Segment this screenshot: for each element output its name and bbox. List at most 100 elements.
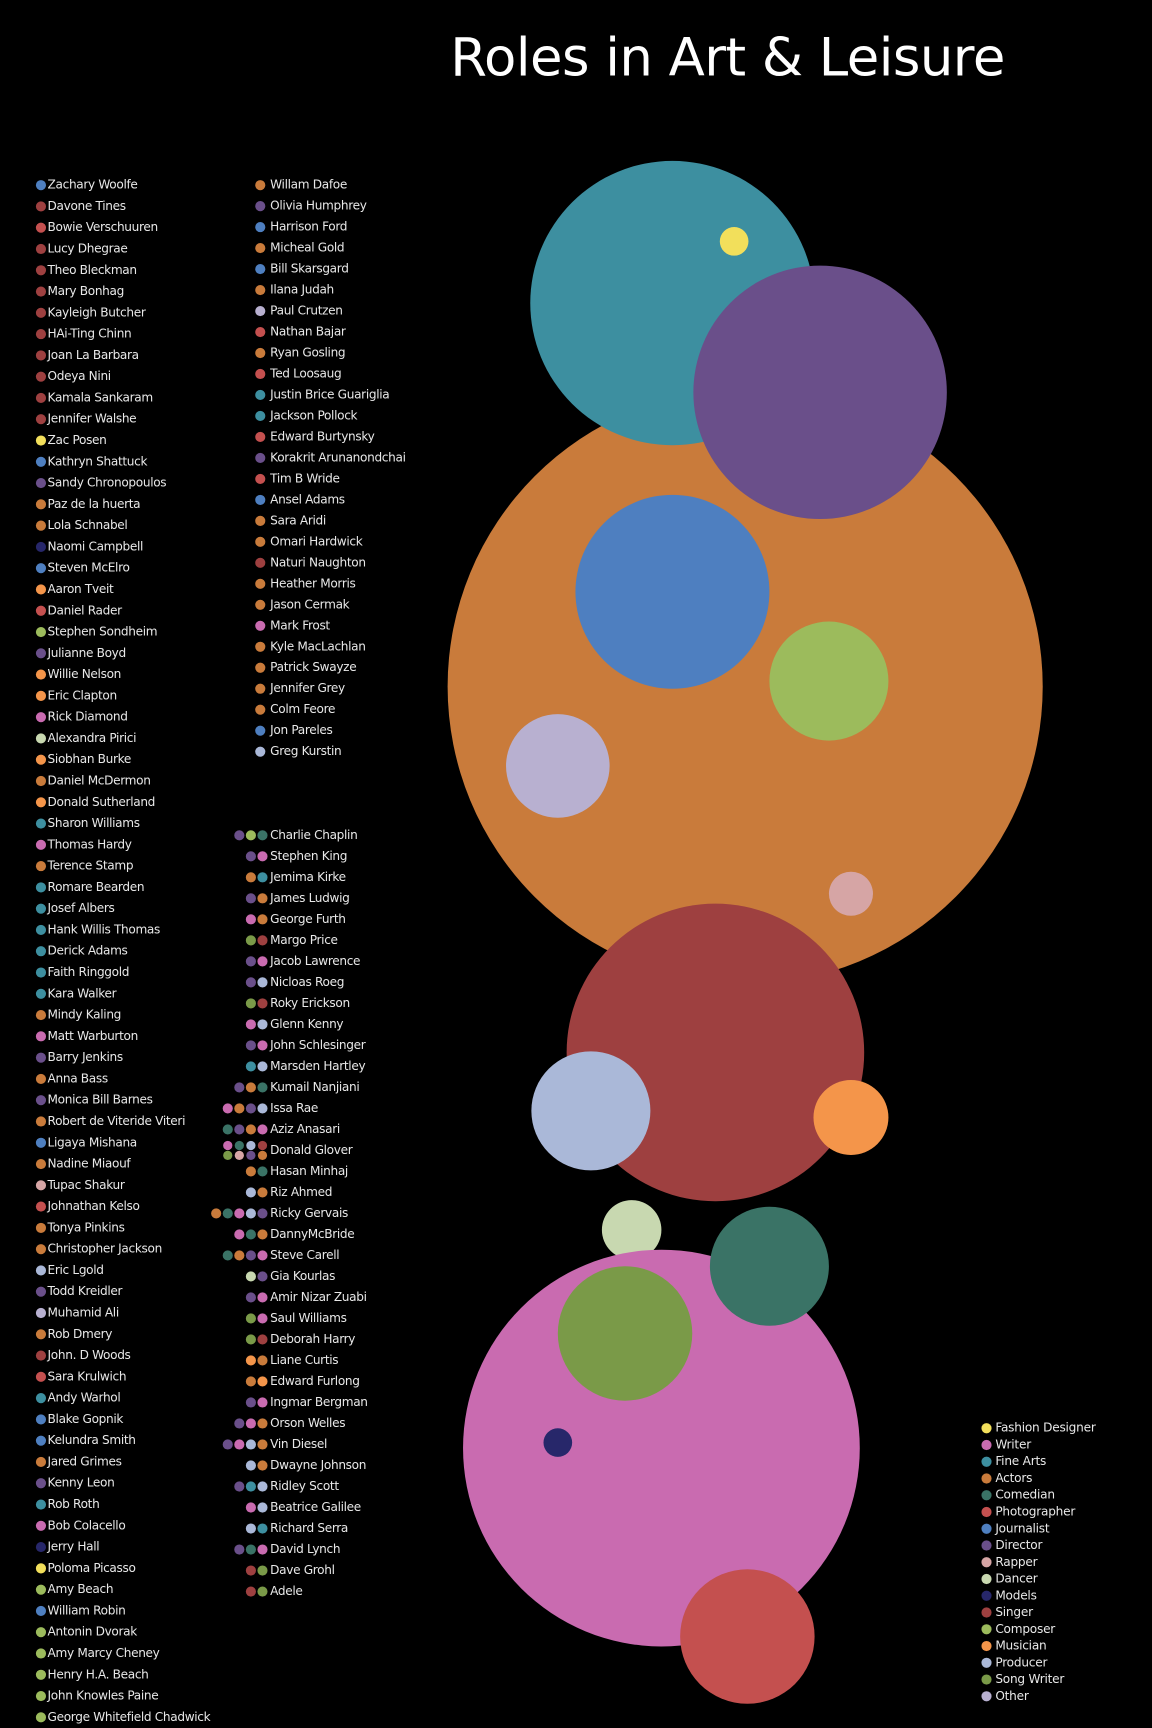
role-dot (257, 1019, 268, 1030)
person-name: Blake Gopnik (48, 1412, 124, 1426)
role-dot (245, 1208, 256, 1219)
role-dot (245, 998, 256, 1009)
role-dot (234, 830, 245, 841)
role-dot (245, 1103, 256, 1114)
bubble-rapper (828, 871, 873, 916)
role-dot (234, 1208, 245, 1219)
person-name: Mark Frost (270, 618, 330, 632)
legend-dot (981, 1624, 992, 1635)
person-name: Dave Grohl (270, 1563, 334, 1577)
person-name: Deborah Harry (270, 1332, 355, 1346)
role-dot (245, 1124, 256, 1135)
role-dot (257, 851, 268, 862)
role-dot (245, 1586, 256, 1597)
person-name: Anna Bass (48, 1071, 108, 1085)
person-name: Aziz Anasari (270, 1122, 340, 1136)
person-name: Paul Crutzen (270, 304, 342, 318)
role-dot (234, 1250, 245, 1261)
person-name: Harrison Ford (270, 220, 347, 234)
legend-dot (981, 1557, 992, 1568)
role-dot (255, 222, 266, 233)
role-dot (35, 201, 47, 212)
role-dot (257, 830, 268, 841)
role-dot (245, 1292, 256, 1303)
role-dot (35, 499, 47, 510)
legend-label: Producer (995, 1655, 1047, 1669)
person-name: Edward Burtynsky (270, 429, 374, 443)
role-dot (234, 1439, 245, 1450)
role-dot (35, 1414, 47, 1425)
person-name: Rob Dmery (48, 1327, 113, 1341)
role-dot (234, 1082, 245, 1093)
role-dot (35, 690, 47, 701)
role-dot (222, 1439, 233, 1450)
role-dot (35, 1712, 47, 1723)
role-dot (222, 1208, 233, 1219)
role-dot (255, 599, 266, 610)
bubble-musician (813, 1080, 889, 1155)
role-dot (257, 1397, 268, 1408)
legend-dot (981, 1590, 992, 1601)
role-dot (234, 1150, 244, 1161)
role-dot (257, 1460, 268, 1471)
role-dot (35, 520, 47, 531)
person-name: Paz de la huerta (48, 497, 141, 511)
person-name: Sandy Chronopoulos (48, 476, 167, 490)
person-name: Lola Schnabel (48, 518, 128, 532)
role-dot (35, 775, 47, 787)
legend-label: Actors (995, 1471, 1032, 1485)
bubble-other (506, 714, 610, 818)
role-dot (255, 410, 266, 422)
role-dot (255, 704, 266, 715)
role-dot (255, 452, 266, 463)
role-dot (35, 1286, 47, 1297)
role-dot (35, 222, 47, 233)
role-dot (257, 1040, 268, 1051)
role-dot (35, 882, 47, 893)
role-dot (35, 946, 47, 957)
role-dot (35, 839, 47, 850)
role-dot (255, 368, 266, 380)
role-dot (255, 326, 266, 338)
legend-dot (981, 1490, 992, 1501)
bubble-journalist (575, 494, 770, 689)
person-name: Poloma Picasso (48, 1561, 136, 1575)
person-name: Rob Roth (48, 1497, 100, 1511)
person-name: Daniel McDermon (48, 773, 151, 787)
role-dot (234, 1481, 245, 1492)
person-name: Liane Curtis (270, 1353, 338, 1367)
legend-dot (981, 1506, 992, 1518)
role-dot (257, 1565, 268, 1576)
legend-label: Composer (995, 1622, 1055, 1636)
role-dot (257, 1502, 268, 1513)
person-name: HAi-Ting Chinn (48, 327, 132, 341)
legend-dot (981, 1439, 992, 1451)
person-name: Stephen King (270, 849, 347, 863)
person-name: Bob Colacello (48, 1518, 126, 1532)
person-name: Donald Sutherland (48, 795, 155, 809)
person-name: Kara Walker (48, 986, 117, 1000)
role-dot (35, 861, 47, 872)
role-dot (257, 1544, 268, 1555)
person-name: Jerry Hall (47, 1540, 100, 1554)
person-name: Sharon Williams (48, 816, 140, 830)
person-name: John Schlesinger (269, 1038, 366, 1052)
person-name: Kyle MacLachlan (270, 639, 365, 653)
bubble-composer (769, 621, 889, 741)
person-name: Romare Bearden (48, 880, 145, 894)
role-dot (255, 620, 266, 631)
role-dot (257, 1376, 268, 1387)
role-dot (234, 1124, 245, 1135)
role-dot (257, 1313, 268, 1324)
bubble-producer (531, 1051, 651, 1171)
person-name: Donald Glover (270, 1143, 353, 1157)
role-dot (35, 1116, 47, 1127)
person-name: Jon Pareles (269, 723, 332, 737)
person-name: Riz Ahmed (270, 1185, 332, 1199)
legend-dot (981, 1423, 992, 1434)
person-name: Ilana Judah (270, 283, 334, 297)
legend-label: Other (995, 1689, 1029, 1703)
role-dot (35, 1222, 47, 1233)
person-name: Ryan Gosling (270, 346, 345, 360)
role-dot (35, 541, 47, 552)
